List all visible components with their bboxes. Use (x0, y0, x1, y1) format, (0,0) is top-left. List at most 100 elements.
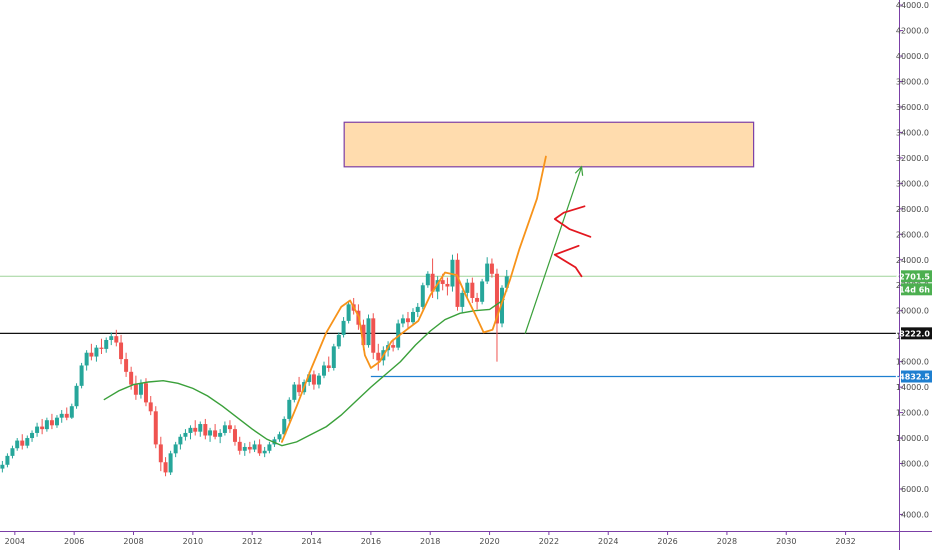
y-tick-label: 12000.0 (896, 409, 929, 418)
target-zone-rect[interactable] (343, 121, 755, 168)
moving-average-layer[interactable] (103, 298, 505, 447)
price-levels-layer[interactable] (0, 275, 899, 378)
candle-body (198, 424, 203, 432)
candle-body (346, 304, 351, 321)
y-tick-label: 4000.0 (901, 510, 929, 519)
candle-body (114, 336, 119, 343)
candle-body (400, 318, 405, 324)
candle-body (277, 434, 282, 440)
candle-body (178, 436, 183, 445)
candle-body (222, 425, 227, 433)
y-tick-label: 26000.0 (896, 230, 929, 239)
x-tick-label: 2012 (242, 537, 262, 546)
candle-body (99, 347, 104, 349)
candle-body (69, 406, 74, 418)
candle-body (307, 374, 312, 383)
candle-body (336, 334, 341, 347)
candle-body (455, 259, 460, 307)
candle-body (0, 464, 5, 469)
candle-body (415, 306, 420, 312)
candle-body (489, 263, 494, 274)
x-tick-label: 2030 (776, 537, 796, 546)
x-tick-label: 2028 (717, 537, 737, 546)
candle-body (54, 417, 59, 426)
x-tick-label: 2020 (479, 537, 499, 546)
candle-body (237, 441, 242, 451)
y-tick-label: 42000.0 (896, 27, 929, 36)
candle-body (119, 342, 124, 360)
candle-body (20, 440, 25, 446)
candle-body (311, 374, 316, 385)
red-arrow-annotation[interactable] (553, 205, 592, 238)
support-low-badge: 14832.5 (894, 373, 931, 382)
candle-body (480, 281, 485, 302)
candle-body (44, 420, 49, 430)
y-tick-label: 44000.0 (896, 1, 929, 10)
candle-body (124, 359, 129, 372)
candle-body (287, 399, 292, 419)
candle-body (227, 425, 232, 430)
projection-arrow-line[interactable] (524, 166, 583, 334)
x-tick-label: 2024 (598, 537, 618, 546)
candle-body (411, 311, 416, 323)
candle-body (267, 444, 272, 451)
timer-badge-bg (901, 283, 932, 296)
candle-body (475, 297, 480, 302)
x-tick-label: 2016 (361, 537, 381, 546)
candle-body (213, 430, 218, 437)
candle-body (460, 292, 465, 307)
candle-body (440, 280, 445, 284)
x-tick-label: 2032 (835, 537, 855, 546)
candle-body (232, 429, 237, 442)
candle-body (391, 345, 396, 348)
candle-body (465, 282, 470, 293)
orange-projection-path[interactable] (281, 155, 547, 443)
candle-body (470, 282, 475, 298)
candle-body (494, 273, 499, 324)
red-arrow-annotation[interactable] (553, 244, 583, 278)
support-low-badge-bg (901, 370, 932, 383)
candle-body (203, 424, 208, 436)
candle-body (435, 280, 440, 292)
candle-body (445, 283, 450, 287)
last-price-badge: 22701.5 (894, 272, 931, 281)
candle-body (49, 420, 54, 426)
candle-body (405, 318, 410, 323)
candle-body (10, 448, 15, 456)
y-tick-label: 24000.0 (896, 256, 929, 265)
drawings-layer[interactable] (281, 155, 592, 443)
candle-body (282, 418, 287, 435)
x-tick-label: 2026 (657, 537, 677, 546)
candle-body (94, 347, 99, 357)
candle-body (257, 444, 262, 454)
candle-body (326, 365, 331, 369)
candle-body (59, 413, 64, 418)
candle-body (183, 432, 188, 437)
y-tick-label: 30000.0 (896, 179, 929, 188)
y-tick-label: 36000.0 (896, 103, 929, 112)
last-price-badge-bg (901, 270, 932, 283)
candle-body (89, 352, 94, 357)
support-high-badge: 18222.0 (894, 329, 931, 338)
y-tick-label: 34000.0 (896, 128, 929, 137)
y-tick-label: 16000.0 (896, 358, 929, 367)
candle-body (208, 430, 213, 436)
target-zone-layer[interactable] (343, 121, 755, 168)
candle-body (143, 383, 148, 403)
candle-body (247, 446, 252, 450)
x-tick-label: 2010 (183, 537, 203, 546)
timer-badge: 14d 6h (899, 285, 930, 294)
y-tick-label: 10000.0 (896, 434, 929, 443)
candle-body (376, 352, 381, 361)
price-badges-layer: 22701.5 14d 6h 18222.0 14832.5 (894, 270, 932, 383)
candle-body (5, 455, 10, 465)
candle-body (133, 384, 138, 395)
candle-body (341, 320, 346, 335)
candle-body (218, 432, 223, 437)
moving-average-line[interactable] (103, 298, 505, 447)
candle-body (104, 339, 109, 349)
x-tick-label: 2006 (64, 537, 84, 546)
